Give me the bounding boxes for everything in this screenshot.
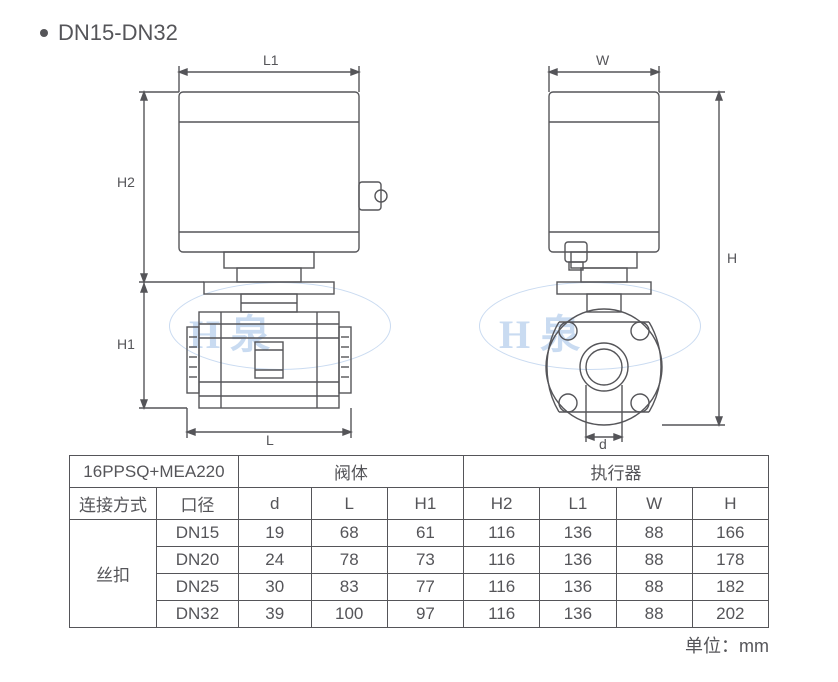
actuator-header: 执行器 bbox=[464, 456, 769, 488]
dim-H1: H1 bbox=[117, 336, 135, 352]
table-row: 丝扣DN1519686111613688166 bbox=[70, 520, 769, 547]
table-cell: DN15 bbox=[157, 520, 239, 547]
table-column-header: L bbox=[311, 488, 387, 520]
technical-drawing: H 泉 H 泉 bbox=[69, 52, 769, 447]
title-text: DN15-DN32 bbox=[58, 20, 178, 46]
table-cell: 30 bbox=[238, 574, 311, 601]
dim-d: d bbox=[599, 436, 607, 452]
table-cell: 97 bbox=[387, 601, 463, 628]
table-cell: 136 bbox=[540, 547, 616, 574]
table-cell: 88 bbox=[616, 601, 692, 628]
table-cell: 88 bbox=[616, 574, 692, 601]
table-cell: 136 bbox=[540, 601, 616, 628]
table-row: DN2024787311613688178 bbox=[70, 547, 769, 574]
table-column-header: W bbox=[616, 488, 692, 520]
table-cell: 116 bbox=[464, 574, 540, 601]
table-cell: 182 bbox=[692, 574, 768, 601]
table-cell: 178 bbox=[692, 547, 768, 574]
table-header-row-1: 16PPSQ+MEA220 阀体 执行器 bbox=[70, 456, 769, 488]
table-cell: DN32 bbox=[157, 601, 239, 628]
dim-H: H bbox=[727, 250, 737, 266]
table-cell: 116 bbox=[464, 601, 540, 628]
table-cell: 166 bbox=[692, 520, 768, 547]
table-cell: DN25 bbox=[157, 574, 239, 601]
table-cell: 136 bbox=[540, 574, 616, 601]
table-cell: 88 bbox=[616, 520, 692, 547]
table-cell: 39 bbox=[238, 601, 311, 628]
dim-W: W bbox=[596, 52, 609, 68]
body-header: 阀体 bbox=[238, 456, 463, 488]
page-title: DN15-DN32 bbox=[40, 20, 798, 46]
table-cell: 77 bbox=[387, 574, 463, 601]
table-cell: 88 bbox=[616, 547, 692, 574]
table-column-header: d bbox=[238, 488, 311, 520]
table-cell: 73 bbox=[387, 547, 463, 574]
bullet-icon bbox=[40, 29, 48, 37]
table-cell: DN20 bbox=[157, 547, 239, 574]
table-cell: 100 bbox=[311, 601, 387, 628]
table-column-header: H1 bbox=[387, 488, 463, 520]
table-cell: 116 bbox=[464, 520, 540, 547]
table-cell: 83 bbox=[311, 574, 387, 601]
table-cell: 78 bbox=[311, 547, 387, 574]
table-cell: 202 bbox=[692, 601, 768, 628]
drawing-svg bbox=[69, 52, 769, 447]
table-header-row-2: 连接方式口径dLH1H2L1WH bbox=[70, 488, 769, 520]
table-cell: 136 bbox=[540, 520, 616, 547]
connection-type-cell: 丝扣 bbox=[70, 520, 157, 628]
table-column-header: L1 bbox=[540, 488, 616, 520]
dim-L: L bbox=[266, 432, 274, 448]
table-cell: 68 bbox=[311, 520, 387, 547]
table-cell: 24 bbox=[238, 547, 311, 574]
model-header: 16PPSQ+MEA220 bbox=[70, 456, 239, 488]
table-column-header: 口径 bbox=[157, 488, 239, 520]
dim-H2: H2 bbox=[117, 174, 135, 190]
dim-L1: L1 bbox=[263, 52, 279, 68]
table-cell: 19 bbox=[238, 520, 311, 547]
table-cell: 116 bbox=[464, 547, 540, 574]
table-column-header: H2 bbox=[464, 488, 540, 520]
table-cell: 61 bbox=[387, 520, 463, 547]
unit-label: 单位：mm bbox=[69, 632, 769, 658]
dimension-table: 16PPSQ+MEA220 阀体 执行器 连接方式口径dLH1H2L1WH 丝扣… bbox=[69, 455, 769, 628]
table-column-header: H bbox=[692, 488, 768, 520]
table-column-header: 连接方式 bbox=[70, 488, 157, 520]
table-row: DN2530837711613688182 bbox=[70, 574, 769, 601]
table-row: DN32391009711613688202 bbox=[70, 601, 769, 628]
